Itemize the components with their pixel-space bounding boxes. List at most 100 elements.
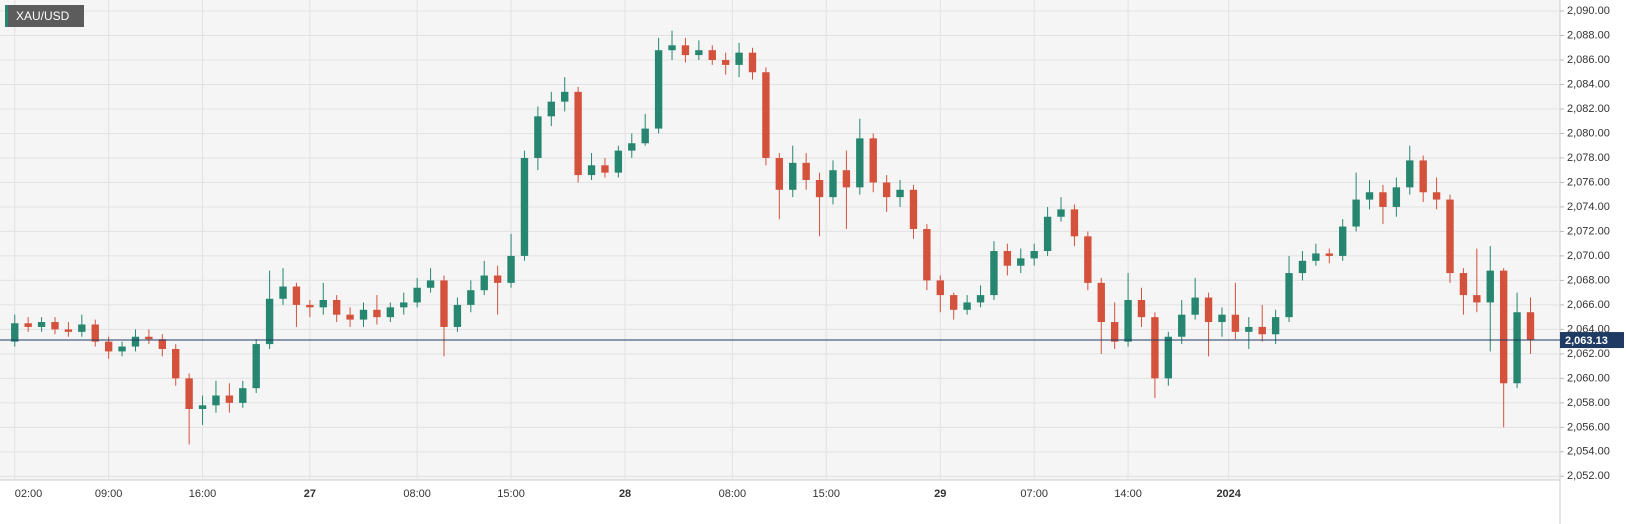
- x-tick-label: 08:00: [403, 488, 431, 500]
- candle-body: [346, 314, 354, 320]
- candle-body: [1137, 300, 1146, 318]
- candle-body: [882, 182, 891, 198]
- candle-body: [104, 341, 113, 352]
- chart-title: XAU/USD: [16, 9, 70, 23]
- candle-body: [1003, 251, 1012, 266]
- candle-body: [1352, 199, 1360, 227]
- x-tick-label: 08:00: [719, 488, 747, 500]
- y-tick-label: 2,054.00: [1567, 446, 1610, 458]
- candle-body: [896, 189, 904, 198]
- candle-body: [1379, 192, 1387, 207]
- title-box: [5, 5, 84, 27]
- y-tick-label: 2,072.00: [1567, 225, 1610, 237]
- candle-body: [681, 45, 690, 56]
- candle-body: [1057, 209, 1065, 217]
- candle-body: [1499, 270, 1508, 384]
- candle-body: [990, 251, 998, 296]
- candle-body: [359, 309, 368, 320]
- x-tick-label: 09:00: [95, 488, 123, 500]
- y-tick-label: 2,058.00: [1567, 397, 1610, 409]
- candle-body: [1392, 187, 1401, 207]
- candle-body: [963, 302, 971, 310]
- candle-body: [1070, 209, 1079, 237]
- x-tick-label: 29: [934, 488, 946, 500]
- y-tick-label: 2,090.00: [1567, 5, 1610, 17]
- candle-body: [1271, 317, 1280, 335]
- y-tick-label: 2,070.00: [1567, 250, 1610, 262]
- x-tick-label: 14:00: [1114, 488, 1142, 500]
- candle-body: [493, 275, 502, 283]
- candle-body: [467, 290, 475, 305]
- last-price-box: [1560, 332, 1624, 349]
- candle-body: [1218, 314, 1226, 323]
- candle-body: [1446, 199, 1454, 274]
- candle-body: [1043, 216, 1052, 252]
- candle-body: [628, 143, 636, 151]
- candle-body: [1151, 317, 1159, 379]
- x-tick-label: 15:00: [497, 488, 525, 500]
- candle-body: [748, 52, 757, 73]
- candle-body: [1245, 326, 1253, 332]
- candle-body: [1164, 336, 1173, 379]
- candle-body: [641, 128, 649, 144]
- candle-body: [198, 405, 207, 409]
- candle-body: [306, 304, 314, 308]
- candle-body: [869, 138, 877, 183]
- candle-body: [440, 280, 448, 327]
- candle-body: [1231, 314, 1240, 332]
- candle-body: [1365, 192, 1374, 200]
- candle-body: [172, 348, 180, 379]
- candle-body: [802, 162, 810, 180]
- last-price-label: 2,063.13: [1565, 335, 1608, 347]
- candle-body: [587, 165, 596, 176]
- candle-body: [601, 165, 609, 173]
- y-tick-label: 2,080.00: [1567, 127, 1610, 139]
- candle-body: [815, 180, 824, 198]
- candle-body: [480, 275, 488, 291]
- candle-body: [158, 339, 166, 349]
- candle-body: [520, 157, 529, 256]
- x-tick-label: 16:00: [189, 488, 217, 500]
- candle-body: [1325, 253, 1333, 256]
- candle-body: [507, 255, 515, 283]
- candle-body: [225, 395, 234, 403]
- candle-body: [1298, 260, 1307, 274]
- x-tick-label: 07:00: [1020, 488, 1048, 500]
- candle-body: [1191, 297, 1199, 315]
- candle-body: [856, 138, 864, 188]
- candle-body: [1204, 297, 1213, 323]
- candle-body: [842, 170, 851, 188]
- y-tick-label: 2,078.00: [1567, 152, 1610, 164]
- y-tick-label: 2,056.00: [1567, 421, 1610, 433]
- candle-body: [1419, 160, 1427, 193]
- candle-body: [614, 150, 623, 173]
- candle-body: [131, 336, 140, 347]
- x-tick-label: 2024: [1216, 488, 1241, 500]
- x-tick-label: 28: [619, 488, 631, 500]
- candle-body: [1526, 312, 1535, 341]
- candle-body: [561, 91, 569, 102]
- y-tick-label: 2,082.00: [1567, 103, 1610, 115]
- candle-body: [789, 162, 797, 190]
- x-tick-label: 15:00: [813, 488, 841, 500]
- candle-body: [37, 322, 46, 327]
- candle-body: [1084, 236, 1092, 283]
- candle-body: [212, 395, 220, 406]
- candle-body: [1178, 314, 1186, 337]
- candle-body: [319, 300, 327, 308]
- candle-body: [695, 50, 703, 56]
- candle-body: [1017, 258, 1025, 266]
- candle-body: [426, 280, 435, 288]
- y-tick-label: 2,068.00: [1567, 274, 1610, 286]
- candle-body: [78, 324, 86, 332]
- candle-body: [775, 157, 784, 190]
- candle-body: [145, 336, 153, 340]
- y-tick-label: 2,052.00: [1567, 470, 1610, 482]
- y-tick-label: 2,074.00: [1567, 201, 1610, 213]
- y-tick-label: 2,076.00: [1567, 176, 1610, 188]
- candle-body: [923, 228, 931, 281]
- candle-body: [829, 170, 837, 198]
- candle-body: [950, 295, 958, 310]
